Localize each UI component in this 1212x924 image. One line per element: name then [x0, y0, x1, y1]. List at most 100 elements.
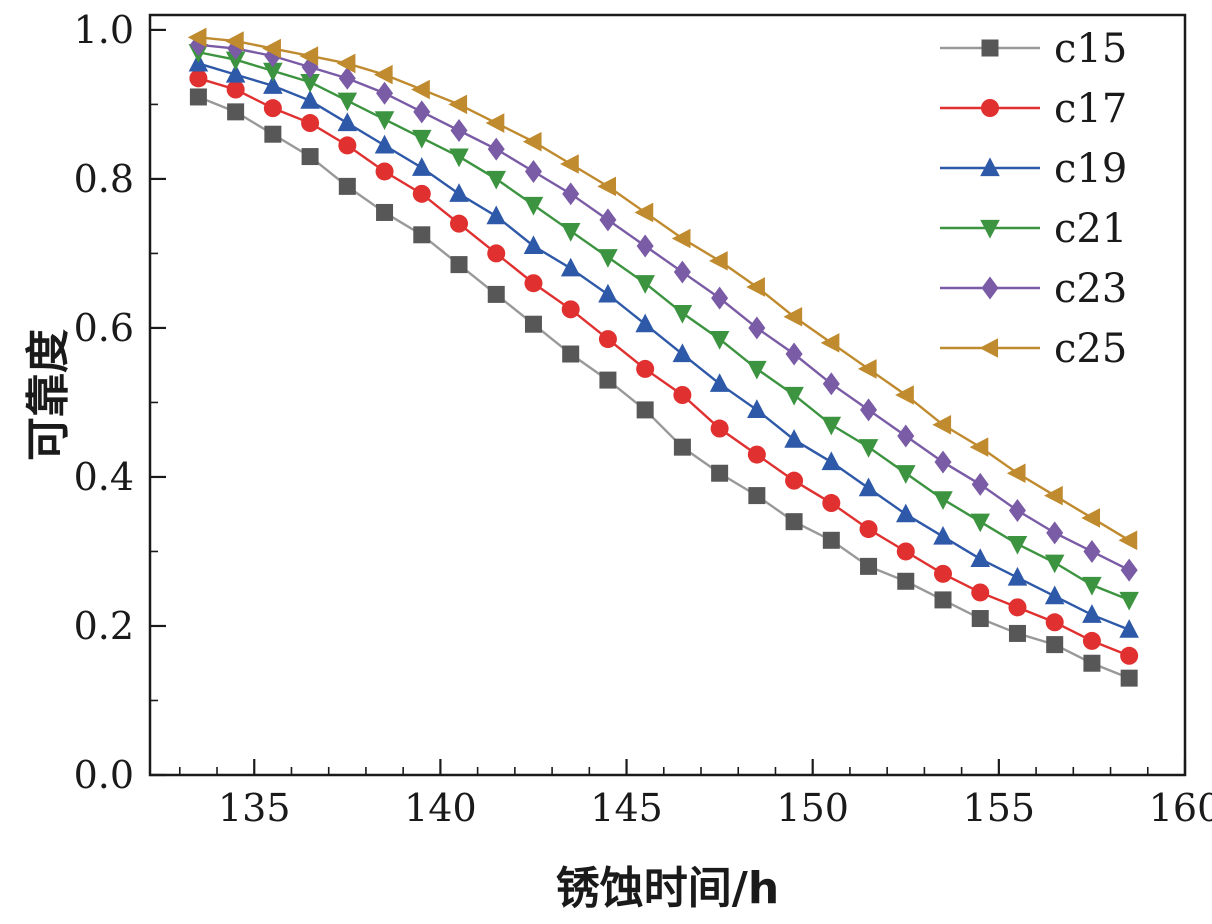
diamond-marker — [338, 66, 356, 90]
triangle-down-marker — [709, 331, 730, 350]
square-marker — [971, 610, 989, 628]
legend-label: c15 — [1054, 26, 1127, 72]
triangle-down-marker — [300, 73, 320, 93]
triangle-down-marker — [486, 170, 507, 190]
legend-label: c19 — [1054, 146, 1127, 192]
square-marker — [599, 371, 617, 389]
square-marker — [897, 572, 915, 590]
triangle-up-marker — [523, 235, 544, 255]
triangle-up-marker — [374, 134, 395, 154]
square-marker — [981, 39, 999, 57]
circle-marker — [981, 99, 999, 117]
triangle-left-marker — [1006, 463, 1026, 484]
square-marker — [1083, 654, 1101, 672]
square-marker — [264, 125, 282, 143]
triangle-left-marker — [448, 94, 468, 115]
triangle-down-marker — [1044, 554, 1065, 574]
legend-label: c25 — [1054, 326, 1127, 372]
diamond-marker — [673, 260, 691, 284]
diamond-marker — [376, 81, 394, 105]
diamond-marker — [785, 342, 803, 366]
square-marker — [524, 315, 542, 333]
circle-marker — [226, 80, 245, 99]
diamond-marker — [1083, 539, 1101, 563]
y-tick-label: 0.6 — [74, 306, 134, 350]
circle-marker — [1120, 646, 1139, 665]
triangle-up-marker — [672, 343, 693, 363]
triangle-up-marker — [933, 525, 953, 545]
square-marker — [1046, 636, 1064, 654]
triangle-down-marker — [449, 148, 469, 168]
triangle-down-marker — [598, 249, 618, 268]
diamond-marker — [636, 234, 654, 258]
series-markers-c21 — [188, 44, 1139, 611]
series-line-c23 — [198, 43, 1130, 572]
square-marker — [301, 148, 319, 166]
triangle-down-marker — [560, 223, 581, 242]
series-markers-c25 — [187, 27, 1138, 551]
triangle-left-marker — [187, 27, 207, 48]
triangle-left-marker — [969, 437, 989, 457]
triangle-down-marker — [635, 275, 655, 294]
triangle-up-marker — [895, 503, 916, 523]
circle-marker — [785, 471, 804, 490]
legend-item-c17: c17 — [940, 86, 1127, 132]
triangle-up-marker — [225, 63, 246, 83]
square-marker — [860, 557, 878, 575]
circle-marker — [263, 99, 282, 118]
circle-marker — [1045, 613, 1064, 632]
legend-item-c25: c25 — [940, 326, 1127, 372]
diamond-marker — [1046, 521, 1064, 545]
legend-item-c21: c21 — [940, 206, 1127, 252]
triangle-up-marker — [858, 477, 879, 497]
diamond-marker — [748, 316, 766, 340]
triangle-up-marker — [449, 183, 469, 202]
triangle-up-marker — [970, 548, 991, 567]
series-line-c15 — [197, 95, 1130, 680]
circle-marker — [375, 162, 394, 181]
diamond-marker — [981, 276, 999, 300]
square-marker — [934, 591, 952, 609]
triangle-down-marker — [1007, 535, 1028, 555]
triangle-up-marker — [1044, 585, 1065, 605]
circle-marker — [561, 300, 580, 319]
circle-marker — [859, 520, 878, 539]
diamond-marker — [524, 159, 542, 183]
triangle-left-marker — [1044, 485, 1063, 506]
diamond-marker — [599, 208, 617, 232]
triangle-left-marker — [708, 251, 728, 271]
triangle-left-marker — [485, 113, 505, 133]
x-tick-label: 145 — [590, 786, 663, 830]
circle-marker — [1082, 631, 1101, 650]
series-markers-c17 — [189, 69, 1139, 665]
square-marker — [376, 203, 394, 221]
square-marker — [1008, 624, 1026, 642]
circle-marker — [487, 244, 506, 263]
circle-marker — [301, 114, 320, 133]
triangle-left-marker — [560, 154, 579, 174]
square-marker — [450, 256, 468, 274]
legend-item-c23: c23 — [940, 266, 1127, 312]
diamond-marker — [1008, 499, 1026, 522]
circle-marker — [747, 445, 766, 464]
triangle-up-marker — [486, 205, 507, 225]
x-tick-label: 135 — [218, 786, 291, 830]
triangle-down-marker — [858, 439, 879, 458]
diamond-marker — [413, 100, 431, 124]
y-axis-label: 可靠度 — [23, 329, 74, 461]
triangle-left-marker — [746, 277, 765, 297]
x-tick-label: 155 — [963, 786, 1036, 830]
square-marker — [785, 513, 803, 531]
triangle-left-marker — [299, 46, 319, 66]
x-axis-label: 锈蚀时间/h — [555, 863, 780, 914]
circle-marker — [524, 274, 543, 293]
diamond-marker — [711, 286, 729, 310]
triangle-down-marker — [263, 62, 283, 82]
triangle-up-marker — [784, 429, 804, 448]
square-marker — [338, 177, 356, 195]
triangle-down-marker — [523, 196, 544, 216]
legend-label: c23 — [1054, 266, 1127, 312]
triangle-up-marker — [598, 283, 618, 303]
diamond-marker — [487, 137, 505, 161]
